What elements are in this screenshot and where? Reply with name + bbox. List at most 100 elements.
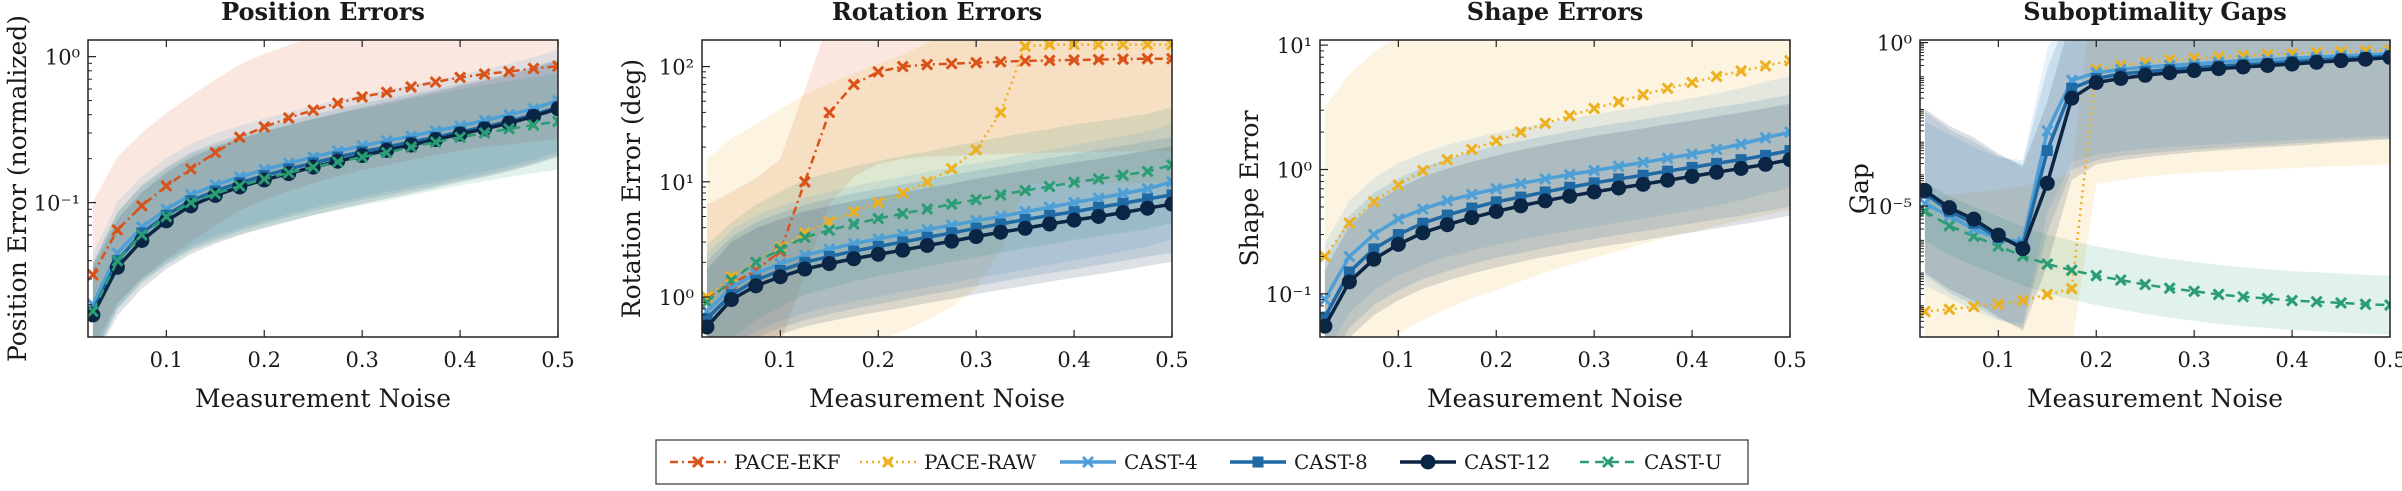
marker-cast-u	[749, 256, 762, 269]
marker-cast-u	[1165, 158, 1172, 172]
y-tick-label: 10⁻¹	[1266, 283, 1312, 307]
x-axis-label: Measurement Noise	[809, 384, 1065, 413]
marker-pace-ekf	[1116, 53, 1130, 66]
marker-cast-4	[1920, 197, 1931, 210]
marker-cast-12	[428, 132, 444, 148]
y-tick-label: 10⁰	[1877, 32, 1912, 56]
line-cast-4	[1323, 130, 1790, 301]
marker-cast-12	[2162, 65, 2178, 81]
marker-cast-12	[1537, 193, 1553, 209]
marker-cast-12	[1439, 217, 1455, 233]
marker-cast-4	[1588, 164, 1601, 177]
marker-pace-raw	[896, 186, 909, 200]
y-axis-label: Position Error (normalized)	[3, 15, 32, 362]
x-tick-label: 0.2	[2080, 348, 2113, 372]
band-cast-8	[706, 137, 1172, 337]
marker-pace-ekf	[454, 71, 467, 84]
marker-pace-raw	[1165, 40, 1172, 51]
y-tick-label: 10²	[659, 56, 694, 80]
marker-cast-u	[2188, 285, 2201, 298]
marker-cast-12	[1562, 188, 1578, 204]
marker-cast-4	[1367, 228, 1380, 241]
marker-cast-12	[2284, 56, 2300, 72]
marker-cast-u	[135, 228, 148, 242]
marker-pace-raw	[1019, 40, 1032, 53]
marker-cast-12	[1782, 152, 1790, 168]
y-tick-label: 10¹	[659, 171, 694, 195]
marker-cast-u	[2383, 298, 2390, 312]
legend-item-cast-4: CAST-4	[1060, 450, 1198, 474]
marker-pace-raw	[881, 455, 895, 469]
marker-cast-u	[160, 210, 173, 223]
marker-cast-4	[1392, 212, 1405, 226]
marker-pace-raw	[2016, 294, 2029, 307]
marker-pace-ekf	[184, 162, 197, 176]
marker-pace-raw	[1092, 40, 1105, 51]
x-tick-label: 0.2	[1480, 348, 1513, 372]
plot-area	[702, 40, 1172, 337]
marker-pace-raw	[1367, 195, 1380, 208]
marker-cast-12	[944, 233, 960, 249]
marker-cast-u	[88, 305, 99, 318]
marker-cast-12	[919, 238, 935, 254]
legend-label: PACE-RAW	[924, 450, 1037, 474]
marker-pace-raw	[1116, 40, 1130, 51]
x-axis-label: Measurement Noise	[1427, 384, 1683, 413]
marker-pace-raw	[2041, 288, 2054, 301]
marker-cast-u	[502, 122, 516, 135]
chart-title: Suboptimality Gaps	[2023, 0, 2286, 26]
marker-cast-12	[1066, 212, 1082, 228]
marker-pace-raw	[1734, 64, 1748, 78]
x-tick-label: 0.1	[150, 348, 183, 372]
marker-cast-u	[1943, 219, 1956, 232]
y-tick-label: 10⁻⁵	[1866, 195, 1912, 219]
chart-title: Position Errors	[221, 0, 425, 26]
x-tick-label: 0.4	[443, 348, 476, 372]
x-tick-label: 0.4	[2275, 348, 2308, 372]
marker-pace-ekf	[307, 104, 320, 117]
marker-cast-12	[1684, 168, 1700, 184]
marker-pace-ekf	[823, 106, 836, 119]
marker-cast-4	[1637, 156, 1650, 169]
plot-area	[1320, 40, 1790, 337]
marker-cast-12	[1140, 200, 1156, 216]
marker-pace-raw	[1637, 88, 1650, 101]
y-tick-label: 10⁰	[659, 286, 694, 310]
marker-cast-u	[994, 188, 1007, 201]
panel-suboptimality-gaps: 0.1 0.2 0.3 0.4 0.5 10⁻⁵ 10⁰ Suboptimality Gaps…	[1845, 0, 2402, 413]
marker-pace-ekf	[945, 57, 958, 70]
marker-pace-ekf	[356, 90, 369, 103]
marker-cast-12	[797, 261, 813, 277]
marker-cast-12	[1091, 208, 1107, 224]
marker-pace-ekf	[478, 67, 491, 81]
marker-cast-4	[1343, 250, 1356, 263]
marker-pace-raw	[847, 205, 860, 218]
marker-pace-ekf	[1165, 52, 1172, 65]
marker-cast-12	[2211, 61, 2227, 77]
marker-pace-raw	[1320, 250, 1331, 263]
marker-cast-u	[2139, 278, 2152, 291]
marker-cast-12	[1115, 205, 1131, 221]
marker-pace-ekf	[282, 111, 295, 125]
marker-cast-4	[1490, 182, 1503, 195]
marker-cast-4	[1441, 194, 1454, 207]
marker-cast-12	[772, 269, 788, 285]
marker-cast-12	[723, 292, 739, 308]
x-tick-label: 0.5	[2373, 348, 2402, 372]
marker-cast-u	[1141, 165, 1154, 178]
marker-cast-u	[2212, 288, 2225, 301]
marker-cast-12	[846, 251, 862, 267]
marker-pace-ekf	[1043, 54, 1056, 67]
y-tick-label: 10⁻¹	[34, 192, 80, 216]
line-cast-4	[705, 180, 1172, 313]
marker-pace-ekf	[921, 58, 934, 71]
marker-pace-raw	[1141, 40, 1154, 51]
marker-pace-raw	[2065, 282, 2078, 295]
marker-cast-4	[1320, 293, 1331, 306]
marker-cast-u	[209, 187, 222, 200]
marker-pace-raw	[1759, 59, 1772, 73]
marker-cast-4	[1686, 148, 1699, 161]
marker-cast-4	[1165, 175, 1172, 188]
marker-cast-4	[1539, 172, 1552, 185]
